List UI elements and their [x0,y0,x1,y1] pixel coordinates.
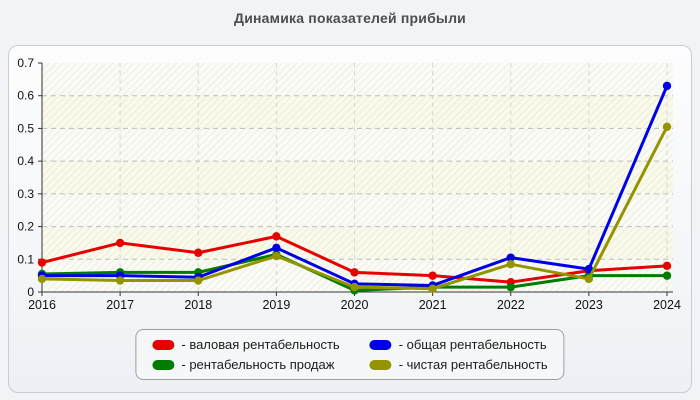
series-чистая-рентабельность [37,122,672,293]
svg-text:0.4: 0.4 [17,154,34,168]
legend-label: - рентабельность продаж [181,357,335,372]
svg-text:2019: 2019 [262,298,290,312]
svg-text:2024: 2024 [653,298,681,312]
svg-text:2018: 2018 [184,298,212,312]
legend-swatch [369,339,392,350]
svg-text:2016: 2016 [28,298,56,312]
svg-text:2023: 2023 [575,298,603,312]
legend-label: - общая рентабельность [398,337,547,352]
x-axis-labels: 2016 2017 2018 2019 2020 2021 2022 2023 2024 [28,298,681,312]
svg-text:0.5: 0.5 [17,121,34,135]
svg-text:2020: 2020 [341,298,369,312]
svg-text:0.7: 0.7 [17,56,34,70]
legend-swatch [152,359,175,370]
legend-label: - чистая рентабельность [398,357,548,372]
legend-label: - валовая рентабельность [181,337,340,352]
chart-panel: 0 0.1 0.2 0.3 0.4 0.5 0.6 0.7 2016 2017 2018 2019 20… [8,45,692,393]
svg-text:0: 0 [27,285,34,299]
svg-text:2017: 2017 [106,298,134,312]
legend-item: - валовая рентабельность [152,337,340,352]
svg-text:0.1: 0.1 [17,252,34,266]
svg-text:0.3: 0.3 [17,187,34,201]
svg-text:2022: 2022 [497,298,525,312]
y-axis-labels: 0 0.1 0.2 0.3 0.4 0.5 0.6 0.7 [17,56,34,299]
legend-swatch [369,359,392,370]
legend-item: - общая рентабельность [369,337,548,352]
gridlines [42,63,673,292]
svg-text:0.2: 0.2 [17,220,34,234]
chart-legend: - валовая рентабельность - общая рентабел… [135,329,565,380]
svg-text:2021: 2021 [419,298,447,312]
svg-text:0.6: 0.6 [17,89,34,103]
plot-bands [42,63,673,292]
legend-item: - чистая рентабельность [369,357,548,372]
legend-swatch [152,339,175,350]
legend-item: - рентабельность продаж [152,357,339,372]
page-title: Динамика показателей прибыли [234,10,466,26]
